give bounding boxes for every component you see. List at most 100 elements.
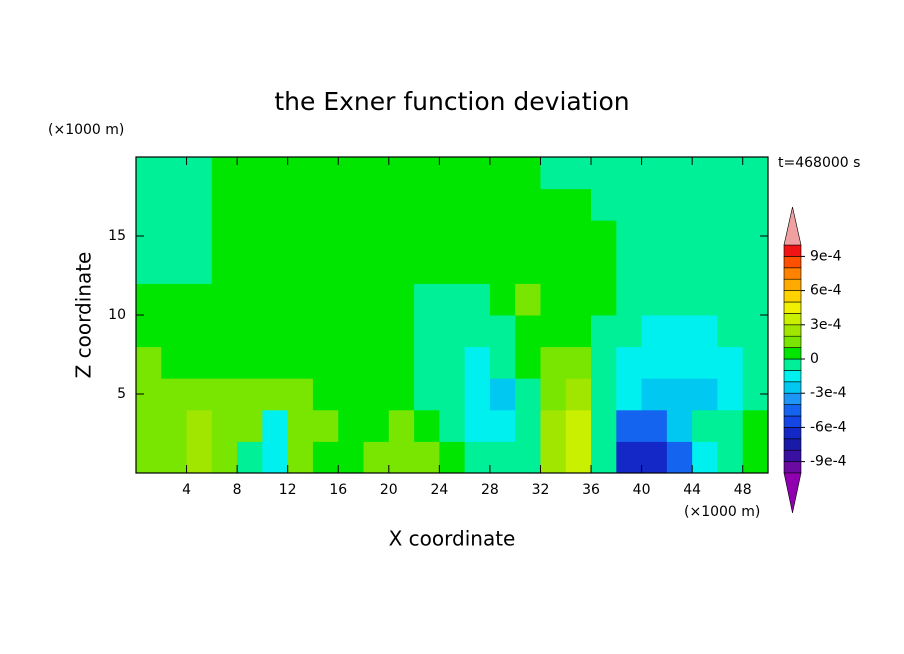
contour-cell: [262, 251, 289, 284]
contour-cell: [717, 315, 744, 348]
contour-cell: [312, 315, 339, 348]
x-tick-label: 12: [279, 482, 297, 498]
contour-cell: [464, 315, 491, 348]
contour-cell: [616, 409, 643, 442]
contour-cell: [136, 315, 162, 348]
contour-cell: [464, 188, 491, 221]
contour-cell: [489, 157, 516, 190]
contour-cell: [414, 346, 440, 379]
colorbar-band: [783, 313, 802, 326]
contour-cell: [515, 220, 541, 253]
contour-cell: [641, 251, 668, 284]
contour-cell: [388, 283, 415, 316]
contour-cell: [186, 220, 213, 253]
contour-cell: [211, 378, 238, 411]
contour-cell: [161, 409, 188, 442]
contour-cell: [237, 157, 263, 190]
contour-cell: [641, 441, 668, 474]
contour-cell: [591, 251, 617, 284]
contour-cell: [591, 188, 617, 221]
x-axis-label: X coordinate: [389, 527, 516, 551]
contour-cell: [211, 441, 238, 474]
contour-cell: [363, 378, 390, 411]
contour-cell: [540, 409, 567, 442]
contour-cell: [388, 441, 415, 474]
contour-cell: [186, 441, 213, 474]
contour-cell: [211, 157, 238, 190]
contour-cell: [414, 188, 440, 221]
contour-cell: [692, 283, 718, 316]
contour-cell: [591, 346, 617, 379]
contour-cell: [641, 409, 668, 442]
contour-cell: [363, 283, 390, 316]
contour-cell: [363, 346, 390, 379]
x-tick-label: 16: [329, 482, 347, 498]
contour-cell: [692, 251, 718, 284]
contour-cell: [666, 409, 693, 442]
contour-cell: [489, 220, 516, 253]
contour-cell: [641, 188, 668, 221]
contour-cell: [161, 315, 188, 348]
x-tick-label: 4: [182, 482, 191, 498]
contour-cell: [312, 441, 339, 474]
contour-cell: [312, 283, 339, 316]
contour-cell: [515, 346, 541, 379]
contour-cell: [136, 157, 162, 190]
contour-cell: [515, 315, 541, 348]
contour-cell: [211, 188, 238, 221]
contour-cell: [262, 220, 289, 253]
contour-cell: [363, 251, 390, 284]
contour-cell: [338, 220, 365, 253]
contour-cell: [540, 283, 567, 316]
x-tick-label: 24: [430, 482, 448, 498]
contour-cell: [591, 441, 617, 474]
contour-cell: [312, 346, 339, 379]
contour-cell: [136, 283, 162, 316]
contour-cell: [287, 409, 314, 442]
contour-cell: [565, 409, 592, 442]
contour-cell: [161, 378, 188, 411]
contour-cell: [287, 220, 314, 253]
contour-cell: [161, 188, 188, 221]
contour-cell: [388, 157, 415, 190]
contour-cell: [489, 378, 516, 411]
contour-cell: [414, 251, 440, 284]
contour-cell: [591, 315, 617, 348]
contour-cell: [414, 315, 440, 348]
contour-cell: [312, 378, 339, 411]
contour-cell: [414, 220, 440, 253]
y-tick-label: 5: [117, 386, 126, 402]
colorbar-tick-label: -6e-4: [810, 419, 847, 435]
colorbar-band: [783, 267, 802, 280]
contour-cell: [338, 315, 365, 348]
contour-cell: [388, 188, 415, 221]
contour-cell: [464, 378, 491, 411]
contour-cell: [262, 315, 289, 348]
x-tick-label: 20: [380, 482, 398, 498]
contour-cell: [186, 315, 213, 348]
colorbar-band: [783, 335, 802, 348]
colorbar-band: [783, 392, 802, 405]
contour-cell: [262, 283, 289, 316]
contour-cell: [616, 188, 643, 221]
contour-cell: [489, 441, 516, 474]
y-unit: (×1000 m): [48, 122, 124, 138]
contour-cell: [262, 346, 289, 379]
contour-cell: [565, 220, 592, 253]
contour-cell: [237, 441, 263, 474]
contour-cell: [565, 346, 592, 379]
contour-cell: [287, 378, 314, 411]
contour-cell: [717, 346, 744, 379]
contour-cell: [742, 409, 769, 442]
colorbar-band: [783, 461, 802, 474]
contour-cell: [464, 157, 491, 190]
contour-cell: [692, 220, 718, 253]
contour-cell: [312, 188, 339, 221]
contour-cell: [136, 409, 162, 442]
contour-cell: [641, 315, 668, 348]
contour-cell: [666, 220, 693, 253]
colorbar-tick-label: -9e-4: [810, 454, 847, 470]
contour-cell: [439, 441, 466, 474]
contour-cell: [515, 251, 541, 284]
